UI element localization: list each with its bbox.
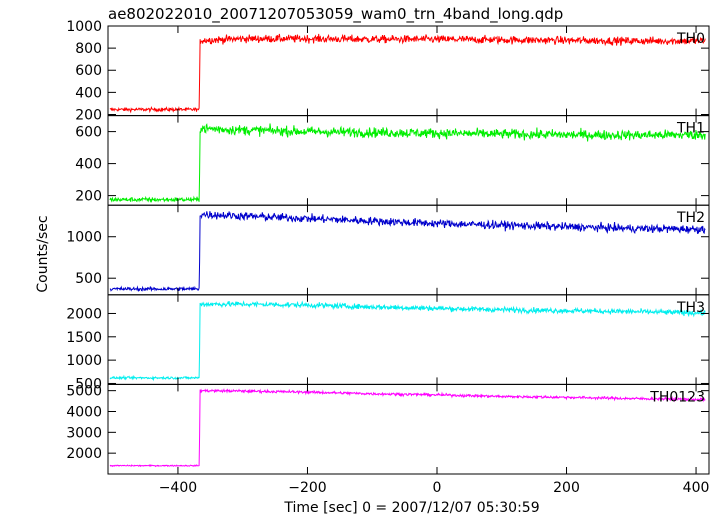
y-tick-label: 800 [75,41,102,57]
y-tick-label: 3000 [66,425,102,441]
panels-group: 200 400 600 800 1000 TH0 200 400 600 TH1 500 1000 TH… [66,19,710,496]
panel-label-th3: TH3 [676,300,705,316]
panel-label-th0123: TH0123 [649,389,705,405]
y-tick-label: 200 [75,107,102,123]
panel-label-th0: TH0 [676,31,705,47]
panel-th0123: 2000 3000 4000 5000 TH0123 [66,383,710,475]
series-line-th3 [109,300,706,382]
y-tick-label: 2000 [66,446,102,462]
panel-frame [107,383,710,475]
y-tick-label: 1000 [66,19,102,35]
panel-th0: 200 400 600 800 1000 TH0 [66,19,710,123]
panel-label-th1: TH1 [676,121,705,137]
y-tick-label: 2000 [66,306,102,322]
y-tick-label: 400 [75,85,102,101]
y-tick-label: 1000 [66,230,102,246]
x-tick-label: −400 [159,480,197,496]
x-tick-label: 400 [683,480,710,496]
series-line-th2 [109,211,706,292]
y-tick-label: 5000 [66,384,102,400]
y-axis-label: Counts/sec [35,215,51,292]
y-tick-label: 4000 [66,404,102,420]
series-line-th0123 [109,388,706,468]
y-tick-label: 600 [75,63,102,79]
y-tick-label: 400 [75,157,102,173]
x-axis-label: Time [sec] 0 = 2007/12/07 05:30:59 [283,500,539,516]
panel-th3: 500 1000 1500 2000 TH3 [66,294,710,392]
y-tick-label: 500 [75,271,102,287]
panel-th2: 500 1000 TH2 [66,204,710,296]
panel-frame [107,115,710,206]
panel-label-th2: TH2 [676,210,705,226]
series-line-th0 [109,33,706,114]
x-tick-label: −200 [288,480,326,496]
y-tick-label: 600 [75,125,102,141]
x-tick-label: 0 [433,480,442,496]
panel-frame [107,204,710,296]
panel-th1: 200 400 600 TH1 [75,115,710,206]
y-tick-label: 1500 [66,330,102,346]
y-tick-label: 200 [75,189,102,205]
y-tick-label: 500 [75,376,102,392]
chart-title: ae802022010_20071207053059_wam0_trn_4ban… [108,5,563,24]
series-line-th1 [109,123,706,203]
y-tick-label: 1000 [66,353,102,369]
x-tick-label: 200 [553,480,580,496]
